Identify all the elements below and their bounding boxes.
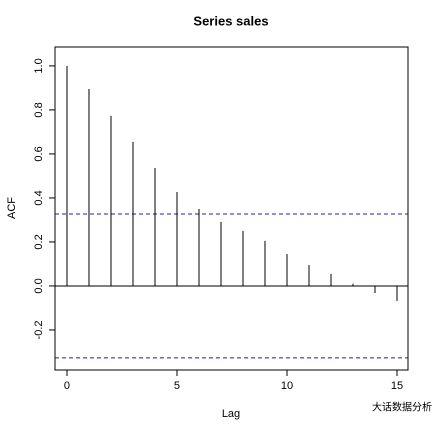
y-tick-label: 0.2 [33, 234, 45, 249]
watermark: 大话数据分析 [372, 401, 432, 414]
x-tick-label: 15 [391, 380, 403, 392]
y-tick-label: 0.0 [33, 278, 45, 293]
y-tick-label: 0.6 [33, 146, 45, 161]
y-tick-label: 1.0 [33, 58, 45, 73]
y-tick-label: 0.4 [33, 190, 45, 205]
x-tick-label: 5 [174, 380, 180, 392]
chart-title: Series sales [193, 13, 268, 28]
y-tick-label: -0.2 [33, 320, 45, 339]
x-tick-label: 10 [281, 380, 293, 392]
plot-frame [54, 46, 409, 371]
x-tick-label: 0 [64, 380, 70, 392]
y-axis-label: ACF [6, 197, 18, 219]
x-axis-label: Lag [222, 408, 240, 420]
y-tick-label: 0.8 [33, 102, 45, 117]
